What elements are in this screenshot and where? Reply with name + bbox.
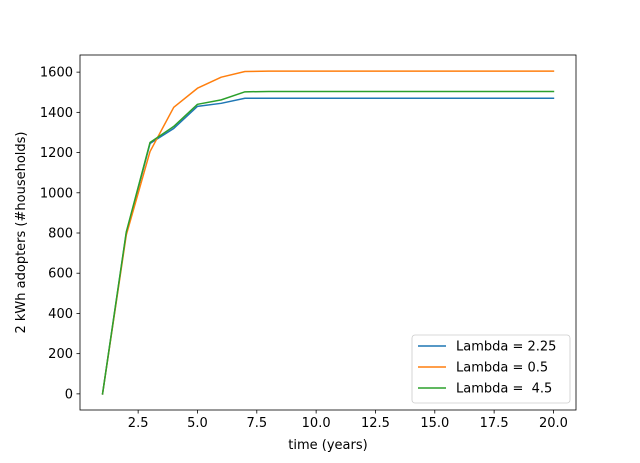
x-tick-label: 10.0 bbox=[302, 416, 331, 431]
y-tick-label: 400 bbox=[48, 307, 73, 322]
series-lines bbox=[101, 70, 555, 395]
x-axis-label: time (years) bbox=[288, 438, 367, 453]
axes-frame bbox=[79, 54, 577, 411]
y-tick-label: 800 bbox=[48, 227, 73, 242]
series-line-2 bbox=[101, 70, 555, 395]
y-tick-label: 200 bbox=[48, 347, 73, 362]
y-tick-label: 1200 bbox=[40, 146, 73, 161]
axes bbox=[79, 54, 577, 411]
y-tick-label: 1400 bbox=[40, 106, 73, 121]
series-line-1 bbox=[101, 97, 555, 395]
x-tick-label: 17.5 bbox=[480, 416, 509, 431]
x-tick-label: 2.5 bbox=[128, 416, 149, 431]
legend-label: Lambda = 0.5 bbox=[456, 361, 548, 376]
x-tick-label: 20.0 bbox=[539, 416, 568, 431]
y-axis-label: 2 kWh adopters (#households) bbox=[14, 132, 29, 334]
y-tick-label: 0 bbox=[65, 387, 73, 402]
y-tick-label: 1600 bbox=[40, 66, 73, 81]
x-tick-label: 15.0 bbox=[420, 416, 449, 431]
x-tick-label: 5.0 bbox=[187, 416, 208, 431]
x-axis-ticks: 2.5 5.0 7.5 10.0 12.5 15.0 17.5 20.0 bbox=[128, 410, 568, 431]
y-tick-label: 1000 bbox=[40, 186, 73, 201]
legend-frame bbox=[411, 334, 571, 404]
legend-label: Lambda = 2.25 bbox=[456, 340, 556, 355]
legend-label: Lambda = 4.5 bbox=[456, 382, 552, 397]
y-axis-ticks: 0 200 400 600 800 1000 1200 1400 1600 bbox=[40, 66, 80, 402]
y-tick-label: 600 bbox=[48, 267, 73, 282]
x-tick-label: 12.5 bbox=[361, 416, 390, 431]
legend: Lambda = 2.25 Lambda = 0.5 Lambda = 4.5 bbox=[411, 334, 571, 404]
x-tick-label: 7.5 bbox=[246, 416, 267, 431]
series-line-3 bbox=[101, 90, 555, 395]
